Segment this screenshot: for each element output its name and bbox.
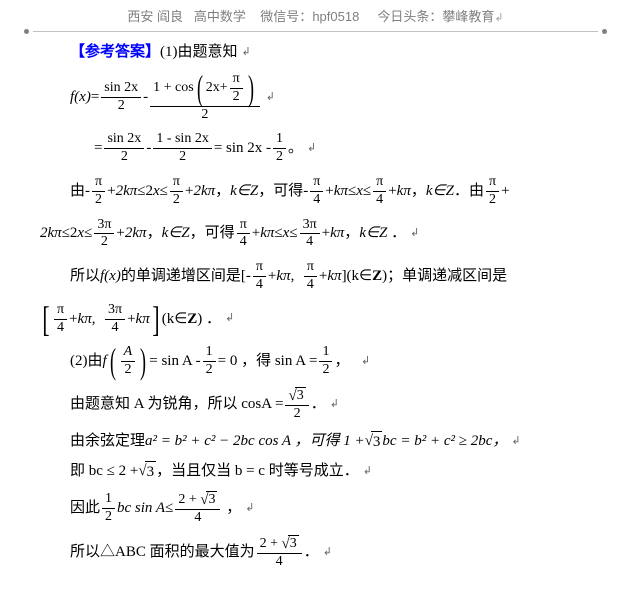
eq-line-3b: 2kπ ≤ 2x ≤ 3π2 + 2kπ ， k∈Z ， 可得 π4 + kπ …: [40, 217, 581, 252]
mono-inc-line: 所以 f(x) 的单调递增区间是[- π4 + kπ , π4 + kπ ](k…: [70, 259, 581, 294]
frac-final: 2 + 3 4: [257, 535, 302, 571]
period: 。: [288, 138, 303, 159]
paragraph-mark: ↲: [361, 354, 370, 369]
header-wechat: hpf0518: [312, 9, 359, 24]
eq-line-3: 由 - π2 + 2kπ ≤ 2x ≤ π2 + 2kπ ， k∈Z ， 可得 …: [70, 174, 581, 209]
paragraph-mark: ↲: [511, 434, 520, 449]
header-divider: [0, 29, 631, 34]
header-toutiao-label: 今日头条：: [377, 9, 442, 24]
frac-2-sqrt3-4: 2 + 3 4: [175, 491, 220, 527]
cosine-law-line: 由余弦定理 a² = b² + c² − 2bc cos A ，可得 1 + 3…: [70, 431, 581, 453]
mono-dec-line: [ π4 + kπ , 3π4 + kπ ] (k∈ Z ) ． ↲: [40, 302, 581, 337]
paragraph-mark: ↲: [266, 90, 275, 105]
eq-line-1: f(x) = sin 2x 2 - 1 + cos ( 2x + π2 ) 2 …: [70, 71, 581, 123]
header-wechat-label: 微信号：: [260, 9, 312, 24]
ji-line: 即 bc ≤ 2 + 3 ，当且仅当 b = c 时等号成立． ↲: [70, 461, 581, 483]
paragraph-mark: ↲: [307, 141, 316, 156]
paragraph-mark: ↲: [410, 226, 419, 241]
final-line: 所以△ABC 面积的最大值为 2 + 3 4 ． ↲: [70, 535, 581, 571]
header-location: 西安 阎良: [127, 9, 183, 24]
equals: =: [94, 138, 102, 159]
frac-sqrt3-2: 3 2: [285, 387, 308, 423]
yinci-line: 因此 12 bc sin A ≤ 2 + 3 4 ， ↲: [70, 491, 581, 527]
part1-intro: (1)由题意知: [160, 42, 238, 63]
part2-line: (2)由 f ( A2 ) = sin A - 12 = 0 ，得 sin A …: [70, 344, 581, 379]
frac-1-sin2x: 1 - sin 2x 2: [153, 131, 212, 166]
paragraph-mark: ↲: [245, 501, 254, 516]
answer-label: 【参考答案】: [70, 42, 160, 63]
equals: =: [91, 87, 99, 108]
paragraph-mark: ↲: [330, 397, 339, 412]
frac-1-2: 1 2: [273, 131, 286, 166]
minus: -: [143, 87, 148, 108]
content-area: 【参考答案】 (1)由题意知 ↲ f(x) = sin 2x 2 - 1 + c…: [0, 42, 631, 598]
page-header: 西安 阎良 高中数学 微信号：hpf0518 今日头条：攀峰教育↲: [0, 0, 631, 29]
paragraph-mark: ↲: [323, 545, 332, 560]
frac-cos-expr: 1 + cos ( 2x + π2 ) 2: [150, 71, 260, 123]
frac-sin2x-2: sin 2x 2: [101, 80, 141, 115]
paragraph-mark: ↲: [363, 464, 372, 479]
acute-line: 由题意知 A 为锐角，所以 cosA = 3 2 ． ↲: [70, 387, 581, 423]
header-subject: 高中数学: [194, 9, 246, 24]
sin2x-minus: = sin 2x -: [214, 138, 271, 159]
paragraph-mark: ↲: [242, 45, 251, 60]
fx-symbol: f(x): [70, 87, 91, 108]
header-toutiao: 攀峰教育: [442, 9, 494, 24]
paragraph-mark: ↲: [225, 311, 234, 326]
eq-line-2: = sin 2x 2 - 1 - sin 2x 2 = sin 2x - 1 2…: [70, 131, 581, 166]
you: 由: [70, 181, 85, 202]
frac-sin2x-2b: sin 2x 2: [104, 131, 144, 166]
minus: -: [146, 138, 151, 159]
answer-heading: 【参考答案】 (1)由题意知 ↲: [70, 42, 581, 63]
header-arrow: ↲: [494, 12, 503, 24]
